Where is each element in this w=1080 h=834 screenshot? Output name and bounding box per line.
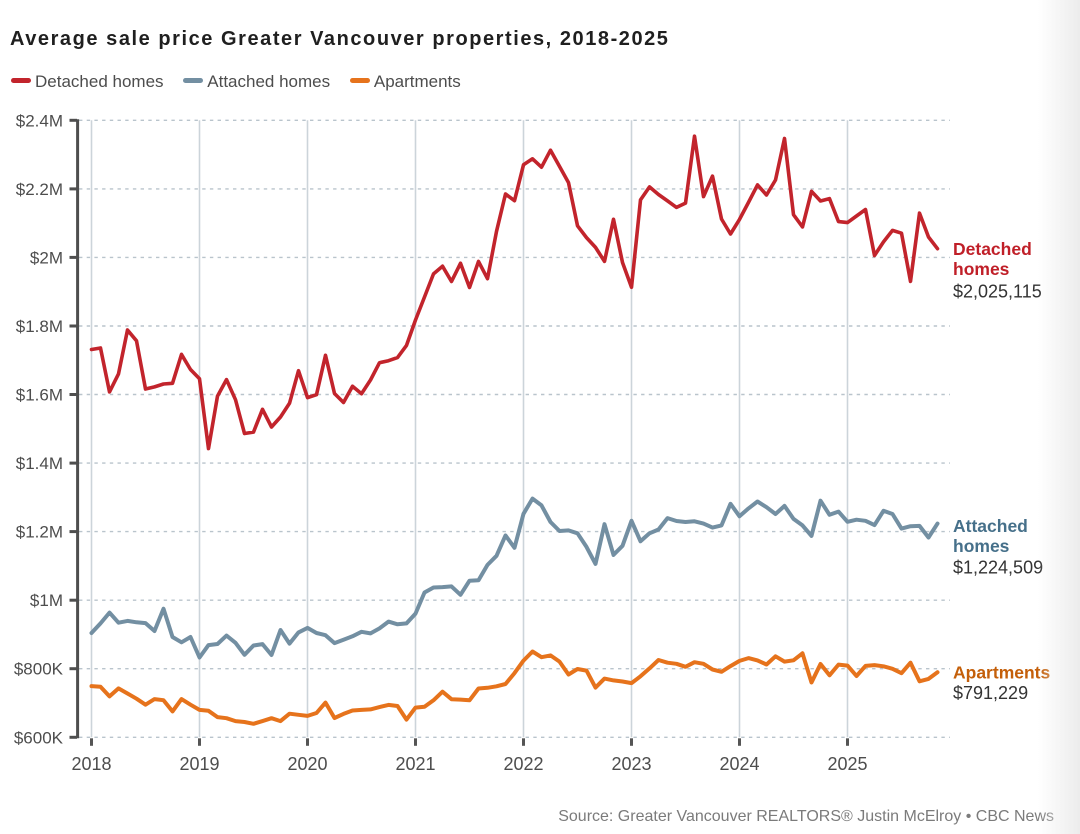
svg-text:2018: 2018 [71, 754, 111, 774]
svg-text:$791,229: $791,229 [953, 683, 1028, 703]
svg-text:$600K: $600K [14, 728, 64, 747]
svg-text:homes: homes [953, 536, 1010, 556]
svg-text:2023: 2023 [611, 754, 651, 774]
svg-text:$1.8M: $1.8M [16, 317, 63, 336]
svg-text:2024: 2024 [719, 754, 759, 774]
svg-text:$2.2M: $2.2M [16, 180, 63, 199]
svg-text:$1.6M: $1.6M [16, 386, 63, 405]
svg-text:$1M: $1M [30, 591, 63, 610]
svg-text:2022: 2022 [503, 754, 543, 774]
svg-text:$1,224,509: $1,224,509 [953, 558, 1043, 578]
svg-text:Detached: Detached [953, 239, 1032, 259]
svg-text:$1.4M: $1.4M [16, 454, 63, 473]
svg-text:homes: homes [953, 259, 1010, 279]
svg-text:$800K: $800K [14, 660, 64, 679]
svg-text:$2.4M: $2.4M [16, 111, 63, 130]
svg-text:$1.2M: $1.2M [16, 523, 63, 542]
svg-text:2021: 2021 [395, 754, 435, 774]
svg-text:$2,025,115: $2,025,115 [953, 282, 1042, 302]
svg-text:2019: 2019 [179, 754, 219, 774]
svg-text:Attached: Attached [953, 516, 1028, 536]
svg-text:2020: 2020 [287, 754, 327, 774]
svg-text:Apartments: Apartments [953, 663, 1051, 683]
svg-text:2025: 2025 [827, 754, 867, 774]
svg-text:$2M: $2M [30, 248, 63, 267]
